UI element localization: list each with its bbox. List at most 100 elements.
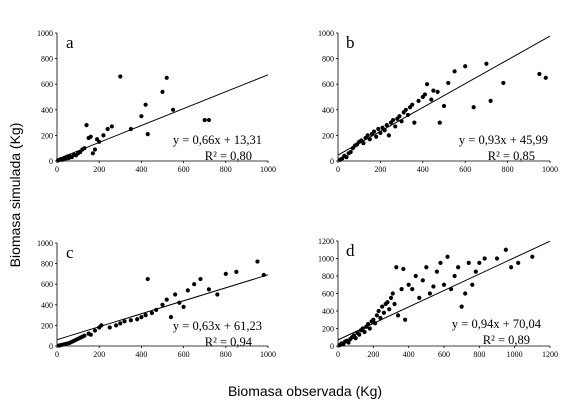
r-squared-label: R² = 0,94 [205,335,253,349]
data-point [365,322,371,327]
r-squared-label: R² = 0,89 [483,333,530,347]
data-point [431,88,436,93]
x-axis-label: Biomasa observada (Kg) [228,383,382,399]
data-point [202,117,207,123]
r-squared-label: R² = 0,85 [488,149,535,163]
data-point [181,304,186,309]
y-tick-label: 800 [322,55,334,64]
data-point [466,260,471,265]
data-point [109,124,114,129]
data-point [412,120,417,125]
data-point [494,256,500,261]
data-point [378,315,383,321]
data-point [438,260,443,265]
data-point [473,269,478,274]
y-tick-label: 1200 [318,237,334,246]
data-point [143,102,148,107]
data-point [107,325,112,330]
y-tick-label: 400 [41,301,53,310]
data-point [185,288,190,293]
x-tick-label: 600 [178,165,190,174]
data-point [92,328,98,333]
data-point [154,307,159,313]
x-tick-label: 200 [367,350,379,359]
x-tick-label: 0 [336,165,340,174]
data-point [192,282,197,287]
data-point [501,80,506,86]
x-tick-label: 200 [93,165,105,174]
y-tick-label: 400 [322,307,334,316]
data-point [382,128,387,133]
panel-b: 0 200 400 600 800 1000 0 200 400 600 800 1000 b y = 0… [318,29,558,174]
data-point [413,273,418,279]
data-point [160,302,165,307]
y-tick-label: 600 [41,80,53,89]
scatter-panels: 0 200 400 600 800 1000 0 200 400 600 800 1000 a y = 0… [37,29,558,359]
data-point [378,130,383,135]
data-point [92,147,98,152]
x-tick-label: 800 [220,165,232,174]
data-point [516,260,521,265]
data-point [392,301,397,307]
y-tick-label: 200 [322,131,334,140]
data-point [434,269,440,274]
data-point [234,269,239,274]
data-point [367,326,372,331]
data-point [482,256,487,261]
r-squared-label: R² = 0,80 [205,149,252,163]
data-point [384,123,389,128]
data-point [82,146,87,151]
panel-label: c [66,243,74,262]
panel-d: 0 200 400 600 800 1000 1200 0 200 400 600 800 1000 12… [318,237,558,359]
data-point [84,123,89,128]
data-point [160,89,165,94]
data-point [391,117,396,123]
data-point [416,98,421,103]
data-point [431,284,436,289]
x-tick-label: 1200 [542,350,558,359]
data-point [394,265,399,270]
x-tick-label: 600 [178,350,190,359]
data-point [139,114,144,119]
data-point [371,317,376,322]
y-tick-label: 800 [41,55,53,64]
x-tick-label: 400 [135,165,147,174]
data-point [399,287,404,292]
data-point [206,117,212,123]
x-tick-label: 200 [93,350,105,359]
data-point [463,291,468,296]
data-point [509,265,514,270]
data-point [88,332,93,337]
data-point [380,304,385,309]
x-tick-label: 0 [55,350,59,359]
data-point [543,75,548,80]
data-point [361,140,366,146]
data-point [255,259,260,264]
data-point [374,134,379,139]
data-point [410,287,415,292]
data-point [387,307,392,312]
data-point [99,323,104,328]
y-tick-label: 800 [322,272,334,281]
data-point [459,304,464,309]
data-point [362,329,367,335]
x-tick-label: 1000 [260,350,276,359]
data-point [376,308,381,314]
data-point [401,266,406,272]
data-point [437,120,442,125]
y-tick-label: 200 [322,325,334,334]
y-tick-label: 600 [41,280,53,289]
data-point [385,300,390,305]
data-point [357,332,362,337]
data-point [346,340,351,345]
data-point [82,333,87,338]
y-tick-label: 1000 [318,255,334,264]
data-point [143,313,148,318]
regression-line [56,74,269,160]
data-point [360,326,365,331]
data-point [373,321,378,326]
x-tick-label: 0 [55,165,59,174]
x-tick-label: 600 [438,350,450,359]
data-point [367,137,372,142]
data-point [135,317,140,322]
